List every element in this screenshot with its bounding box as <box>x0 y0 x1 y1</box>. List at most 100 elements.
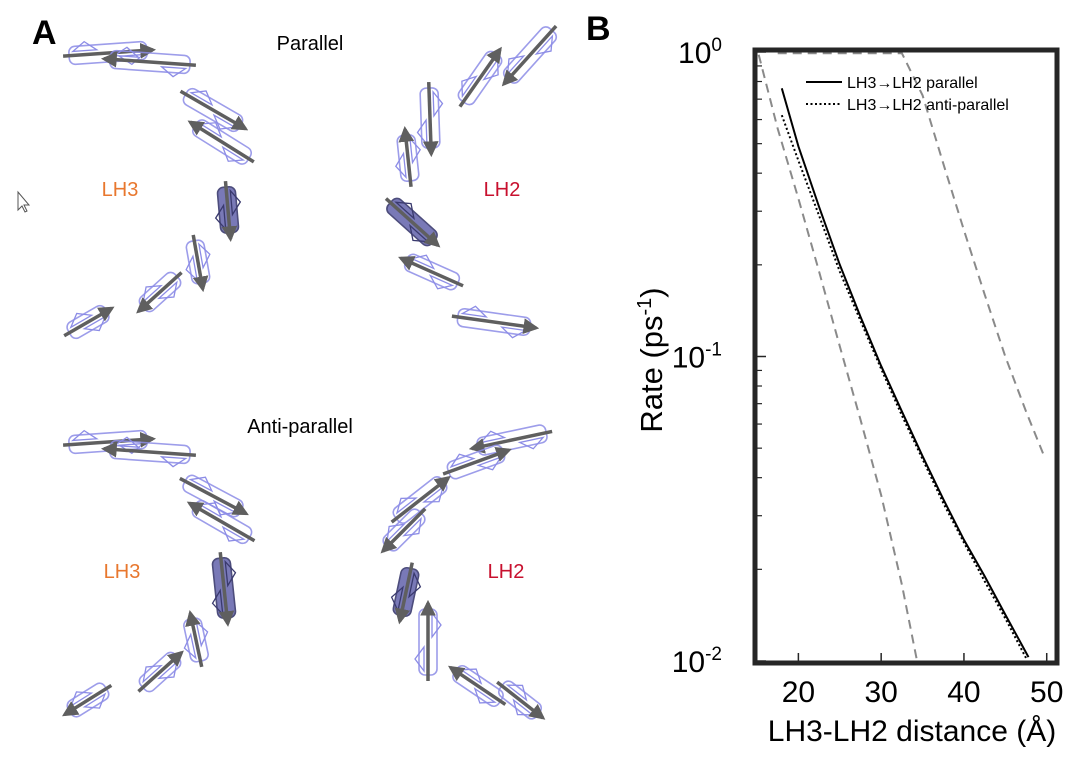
pigment-hex-a-19 <box>224 559 237 588</box>
legend-entry-anti-parallel: LH3→LH2 anti-parallel <box>847 97 1009 114</box>
panel-b: B 100 10-1 10-2 20 30 40 50 LH3-LH2 distance … <box>586 10 1063 748</box>
dipole-arrow-24 <box>442 446 512 476</box>
pigment-hex-b-22 <box>82 692 107 709</box>
pigment-hex-b-9 <box>482 57 499 81</box>
y-tick-label-2: 10-2 <box>672 644 722 679</box>
y-tick-label-0: 100 <box>678 35 722 70</box>
dipole-arrow-9 <box>458 46 502 108</box>
dipole-arrow-16 <box>100 441 197 458</box>
lh2-ring-label-bottom: LH2 <box>488 561 525 583</box>
pigment-hex-a-13 <box>409 254 436 270</box>
pigment-8 <box>501 24 558 87</box>
y-axis-label: Rate (ps-1) <box>634 287 669 432</box>
pigment-3 <box>187 119 255 165</box>
parallel-title: Parallel <box>277 33 344 55</box>
dipole-arrow-10 <box>422 81 439 158</box>
pigment-5 <box>185 234 211 293</box>
axis-ticks <box>757 51 1048 662</box>
pigment-1 <box>100 46 197 78</box>
pigment-11 <box>394 126 422 188</box>
pigment-hex-b-29 <box>473 687 497 704</box>
pigment-hex-b-12 <box>409 223 430 243</box>
series-line-solid-0 <box>780 88 1030 658</box>
dipole-arrow-7 <box>63 306 115 338</box>
pigment-27 <box>390 562 422 625</box>
pigment-hex-a-18 <box>198 502 223 519</box>
pigment-hex-a-25 <box>395 497 418 515</box>
x-tick-labels: 20 30 40 50 <box>782 676 1064 709</box>
pigment-hex-b-3 <box>221 145 246 162</box>
pigment-hex-b-16 <box>159 456 188 468</box>
pigment-hex-b-8 <box>534 34 554 55</box>
pigment-25 <box>390 475 451 524</box>
pigment-hex-a-0 <box>70 40 99 53</box>
pigment-hex-a-30 <box>505 684 528 702</box>
panel-b-label: B <box>586 10 611 48</box>
y-tick-label-1: 10-1 <box>672 340 722 375</box>
y-axis-label-main: Rate (ps <box>634 315 669 432</box>
pigment-hex-a-12 <box>394 201 415 221</box>
plot-series <box>757 52 1046 661</box>
pigment-hex-b-27 <box>408 571 422 599</box>
x-tick-label-0: 20 <box>782 676 815 709</box>
pigment-12 <box>384 197 441 248</box>
pigment-hex-b-5 <box>185 254 199 282</box>
pigment-hex-a-5 <box>197 242 211 270</box>
pigment-hex-b-2 <box>212 113 237 130</box>
pigment-2 <box>179 87 249 133</box>
pigment-28 <box>414 599 442 681</box>
y-tick-labels: 100 10-1 10-2 <box>672 35 722 679</box>
pigment-23 <box>468 424 553 456</box>
pigment-hex-a-8 <box>506 55 526 76</box>
dipole-arrow-8 <box>501 24 558 87</box>
anti-parallel-title: Anti-parallel <box>247 416 353 438</box>
dipole-arrow-22 <box>62 683 113 717</box>
dipole-arrow-2 <box>179 89 249 131</box>
dipole-arrow-26 <box>380 507 427 554</box>
dipole-arrow-4 <box>221 180 238 243</box>
pigment-hex-a-29 <box>459 668 483 685</box>
pigment-26 <box>380 507 427 554</box>
pigment-21 <box>137 650 184 693</box>
panel-a-label: A <box>32 14 57 52</box>
dipole-arrow-18 <box>186 501 256 543</box>
pigment-16 <box>100 436 197 468</box>
dipole-arrow-3 <box>187 120 255 164</box>
dipole-arrow-12 <box>384 197 441 248</box>
panel-a: A Parallel Anti-parallel LH3 LH2 LH3 LH2 <box>32 14 558 720</box>
lh3-ring-label-top: LH3 <box>102 179 139 201</box>
plot-frame <box>752 47 1060 666</box>
pigment-hex-b-18 <box>221 525 246 542</box>
y-axis-label-close: ) <box>634 287 669 297</box>
dipole-arrow-5 <box>191 234 209 293</box>
pigment-hex-a-7 <box>69 312 94 329</box>
pigment-18 <box>186 499 256 545</box>
pigment-13 <box>398 253 464 291</box>
pigment-4 <box>214 180 242 243</box>
pigment-hex-b-26 <box>402 516 422 537</box>
legend: LH3→LH2 parallel LH3→LH2 anti-parallel <box>806 75 1009 114</box>
cursor-icon <box>17 190 31 213</box>
dipole-arrow-19 <box>218 552 235 627</box>
pigment-hex-b-10 <box>432 89 444 118</box>
pigment-hex-b-6 <box>157 280 178 300</box>
dipole-arrow-1 <box>100 51 197 68</box>
pigment-hex-b-21 <box>157 660 178 680</box>
dipole-arrow-23 <box>468 429 553 454</box>
lh3-ring-label-bottom: LH3 <box>104 561 141 583</box>
pigment-hex-b-7 <box>82 315 107 332</box>
pigment-hex-a-10 <box>416 118 428 147</box>
dipole-arrow-17 <box>179 476 249 516</box>
pigment-hex-a-17 <box>188 476 214 493</box>
dipole-arrow-11 <box>398 126 415 188</box>
pigment-hex-b-4 <box>214 203 227 232</box>
dipole-arrow-27 <box>394 562 414 625</box>
pigment-hex-a-20 <box>195 620 209 648</box>
lh2-ring-label-top: LH2 <box>484 179 521 201</box>
x-tick-label-2: 40 <box>947 676 980 709</box>
y-axis-label-sup: -1 <box>634 298 656 316</box>
pigment-hex-a-14 <box>460 305 488 318</box>
pigment-hex-b-28 <box>431 611 442 639</box>
pigment-hex-a-21 <box>142 664 163 684</box>
